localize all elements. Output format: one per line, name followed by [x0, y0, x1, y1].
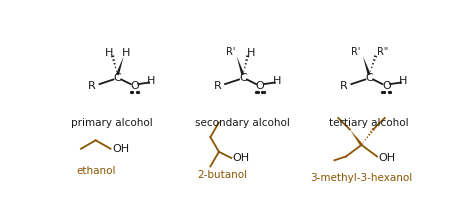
Text: primary alcohol: primary alcohol — [71, 118, 153, 128]
Text: R: R — [340, 81, 347, 91]
Text: H: H — [399, 76, 408, 86]
Text: R: R — [213, 81, 221, 91]
Polygon shape — [237, 56, 245, 75]
Text: OH: OH — [112, 144, 129, 154]
Polygon shape — [116, 56, 124, 75]
Polygon shape — [363, 56, 371, 75]
Text: H: H — [147, 76, 155, 86]
Text: R': R' — [226, 47, 235, 57]
Text: R: R — [88, 81, 96, 91]
Text: O: O — [382, 81, 391, 91]
Text: ethanol: ethanol — [76, 166, 116, 176]
Text: H: H — [273, 76, 281, 86]
Text: H: H — [247, 47, 255, 58]
Polygon shape — [350, 130, 363, 146]
Text: secondary alcohol: secondary alcohol — [195, 118, 291, 128]
Text: H: H — [122, 47, 130, 58]
Text: C: C — [239, 73, 247, 83]
Text: tertiary alcohol: tertiary alcohol — [329, 118, 409, 128]
Text: C: C — [113, 73, 121, 83]
Text: 3-methyl-3-hexanol: 3-methyl-3-hexanol — [310, 173, 413, 183]
Text: R": R" — [377, 47, 388, 57]
Text: H: H — [105, 47, 113, 58]
Text: OH: OH — [233, 153, 250, 163]
Text: OH: OH — [379, 153, 396, 163]
Text: O: O — [130, 81, 139, 91]
Text: R': R' — [351, 47, 361, 57]
Text: 2-butanol: 2-butanol — [198, 170, 248, 180]
Text: C: C — [365, 73, 373, 83]
Text: O: O — [255, 81, 264, 91]
